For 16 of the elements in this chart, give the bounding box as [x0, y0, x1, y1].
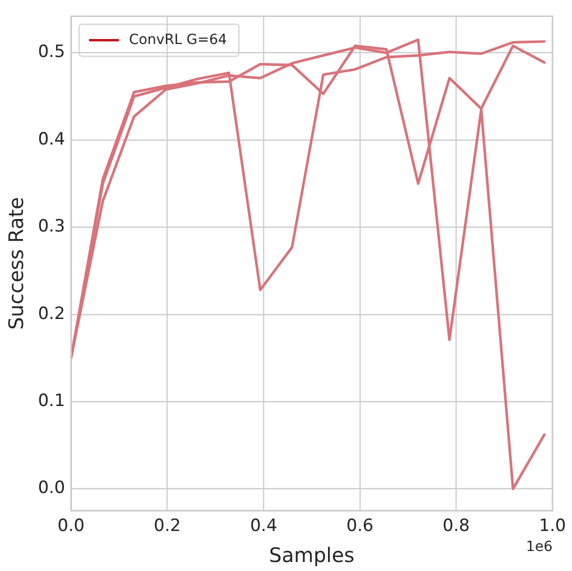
- x-tick-label: 1.0: [538, 516, 566, 536]
- y-tick-label: 0.3: [38, 216, 66, 237]
- series-label: ConvRL G=64: [129, 32, 227, 48]
- y-axis-title: Success Rate: [4, 197, 28, 330]
- x-axis-title: Samples: [269, 543, 354, 568]
- x-tick-label: 0.6: [346, 516, 374, 536]
- x-tick-label: 0.8: [442, 516, 470, 536]
- x-tick-label: 0.2: [154, 516, 181, 536]
- y-tick-label: 0.1: [38, 391, 66, 412]
- y-tick-label: 0.2: [38, 304, 66, 324]
- y-tick-label: 0.5: [38, 42, 66, 62]
- y-tick-label: 0.0: [38, 478, 66, 498]
- x-tick-label: 0.4: [250, 516, 278, 536]
- x-tick-label: 0.0: [58, 516, 85, 536]
- y-tick-label: 0.4: [38, 129, 66, 150]
- text: 1e6: [526, 539, 553, 556]
